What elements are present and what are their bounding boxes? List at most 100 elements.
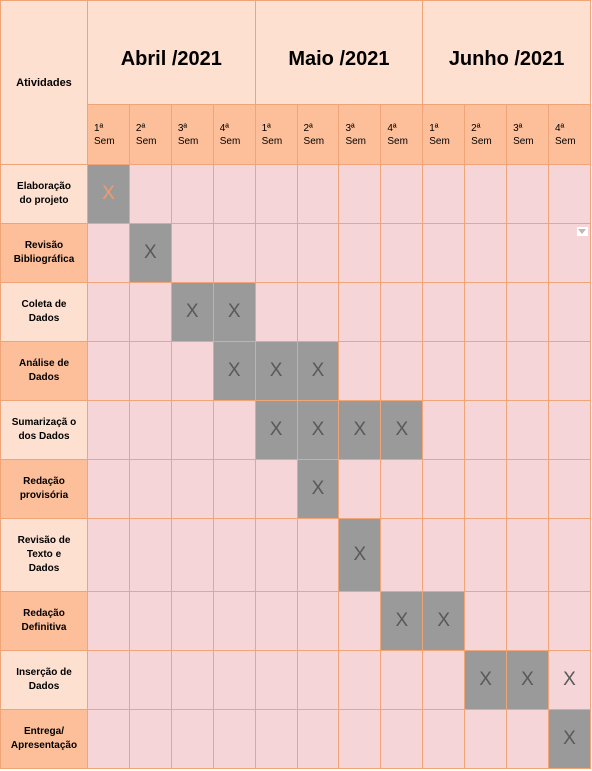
schedule-cell[interactable]	[128, 459, 172, 519]
schedule-cell[interactable]	[87, 459, 130, 519]
schedule-cell[interactable]	[422, 282, 466, 342]
schedule-cell[interactable]: X	[128, 223, 172, 283]
week-header-cell[interactable]: 2ª Sem	[128, 104, 172, 165]
schedule-cell[interactable]	[380, 459, 424, 519]
schedule-cell[interactable]	[296, 709, 340, 769]
schedule-cell[interactable]	[547, 341, 592, 401]
week-header-cell[interactable]: 1ª Sem	[87, 104, 130, 165]
schedule-cell[interactable]	[464, 518, 508, 592]
schedule-cell[interactable]	[170, 591, 214, 651]
schedule-cell[interactable]	[212, 223, 256, 283]
schedule-cell[interactable]	[422, 341, 466, 401]
schedule-cell[interactable]	[212, 650, 256, 710]
schedule-cell[interactable]	[87, 518, 130, 592]
schedule-cell[interactable]	[547, 282, 592, 342]
schedule-cell[interactable]: X	[464, 650, 508, 710]
schedule-cell[interactable]	[338, 341, 382, 401]
activity-label-cell[interactable]: Elaboração do projeto	[0, 164, 88, 224]
schedule-cell[interactable]	[212, 518, 256, 592]
schedule-cell[interactable]	[212, 591, 256, 651]
week-header-cell[interactable]: 3ª Sem	[506, 104, 549, 165]
schedule-cell[interactable]	[254, 650, 298, 710]
schedule-cell[interactable]: X	[296, 341, 340, 401]
activity-label-cell[interactable]: Sumarizaçã o dos Dados	[0, 400, 88, 460]
schedule-cell[interactable]	[506, 709, 549, 769]
schedule-cell[interactable]	[254, 518, 298, 592]
week-header-cell[interactable]: 1ª Sem	[254, 104, 298, 165]
schedule-cell[interactable]	[87, 400, 130, 460]
week-header-cell[interactable]: 4ª Sem	[380, 104, 424, 165]
activity-label-cell[interactable]: Coleta de Dados	[0, 282, 88, 342]
activity-label-cell[interactable]: Entrega/Apresentação	[0, 709, 88, 769]
schedule-cell[interactable]	[338, 223, 382, 283]
schedule-cell[interactable]	[338, 459, 382, 519]
schedule-cell[interactable]	[87, 650, 130, 710]
month-header-may[interactable]: Maio /2021	[254, 0, 424, 105]
schedule-cell[interactable]	[464, 591, 508, 651]
schedule-cell[interactable]	[464, 459, 508, 519]
schedule-cell[interactable]: X	[380, 400, 424, 460]
week-header-cell[interactable]: 3ª Sem	[170, 104, 214, 165]
schedule-cell[interactable]	[338, 282, 382, 342]
schedule-cell[interactable]	[87, 591, 130, 651]
schedule-cell[interactable]	[380, 518, 424, 592]
schedule-cell[interactable]	[296, 164, 340, 224]
schedule-cell[interactable]	[506, 518, 549, 592]
schedule-cell[interactable]: X	[254, 400, 298, 460]
schedule-cell[interactable]	[380, 223, 424, 283]
schedule-cell[interactable]	[422, 223, 466, 283]
schedule-cell[interactable]	[547, 459, 592, 519]
schedule-cell[interactable]	[547, 591, 592, 651]
schedule-cell[interactable]	[506, 223, 549, 283]
schedule-cell[interactable]	[128, 650, 172, 710]
schedule-cell[interactable]	[170, 459, 214, 519]
schedule-cell[interactable]	[170, 223, 214, 283]
schedule-cell[interactable]	[128, 400, 172, 460]
schedule-cell[interactable]	[506, 164, 549, 224]
schedule-cell[interactable]	[506, 341, 549, 401]
week-header-cell[interactable]: 2ª Sem	[464, 104, 508, 165]
schedule-cell[interactable]	[87, 341, 130, 401]
activity-label-cell[interactable]: Redação Definitiva	[0, 591, 88, 651]
schedule-cell[interactable]	[464, 341, 508, 401]
schedule-cell[interactable]	[296, 650, 340, 710]
schedule-cell[interactable]: X	[506, 650, 549, 710]
week-header-cell[interactable]: 4ª Sem	[212, 104, 256, 165]
schedule-cell[interactable]	[547, 518, 592, 592]
schedule-cell[interactable]	[338, 164, 382, 224]
schedule-cell[interactable]	[464, 223, 508, 283]
schedule-cell[interactable]	[296, 591, 340, 651]
schedule-cell[interactable]	[506, 591, 549, 651]
activity-label-cell[interactable]: Inserção de Dados	[0, 650, 88, 710]
schedule-cell[interactable]	[254, 164, 298, 224]
schedule-cell[interactable]	[380, 341, 424, 401]
schedule-cell[interactable]: X	[254, 341, 298, 401]
schedule-cell[interactable]	[170, 164, 214, 224]
schedule-cell[interactable]	[128, 591, 172, 651]
schedule-cell[interactable]: X	[170, 282, 214, 342]
schedule-cell[interactable]	[380, 164, 424, 224]
schedule-cell[interactable]: X	[338, 400, 382, 460]
schedule-cell[interactable]: X	[296, 400, 340, 460]
schedule-cell[interactable]	[254, 459, 298, 519]
schedule-cell[interactable]	[296, 223, 340, 283]
schedule-cell[interactable]	[212, 459, 256, 519]
schedule-cell[interactable]	[506, 459, 549, 519]
schedule-cell[interactable]	[296, 282, 340, 342]
schedule-cell[interactable]	[422, 400, 466, 460]
schedule-cell[interactable]	[464, 709, 508, 769]
schedule-cell[interactable]	[380, 650, 424, 710]
month-header-april[interactable]: Abril /2021	[87, 0, 256, 105]
schedule-cell[interactable]	[254, 709, 298, 769]
schedule-cell[interactable]	[380, 709, 424, 769]
schedule-cell[interactable]	[254, 282, 298, 342]
schedule-cell[interactable]	[128, 341, 172, 401]
schedule-cell[interactable]	[87, 709, 130, 769]
schedule-cell[interactable]	[296, 518, 340, 592]
schedule-cell[interactable]	[87, 223, 130, 283]
schedule-cell[interactable]	[128, 709, 172, 769]
week-header-cell[interactable]: 3ª Sem	[338, 104, 382, 165]
schedule-cell[interactable]: X	[87, 164, 130, 224]
activity-label-cell[interactable]: Redação provisória	[0, 459, 88, 519]
schedule-cell[interactable]	[422, 650, 466, 710]
